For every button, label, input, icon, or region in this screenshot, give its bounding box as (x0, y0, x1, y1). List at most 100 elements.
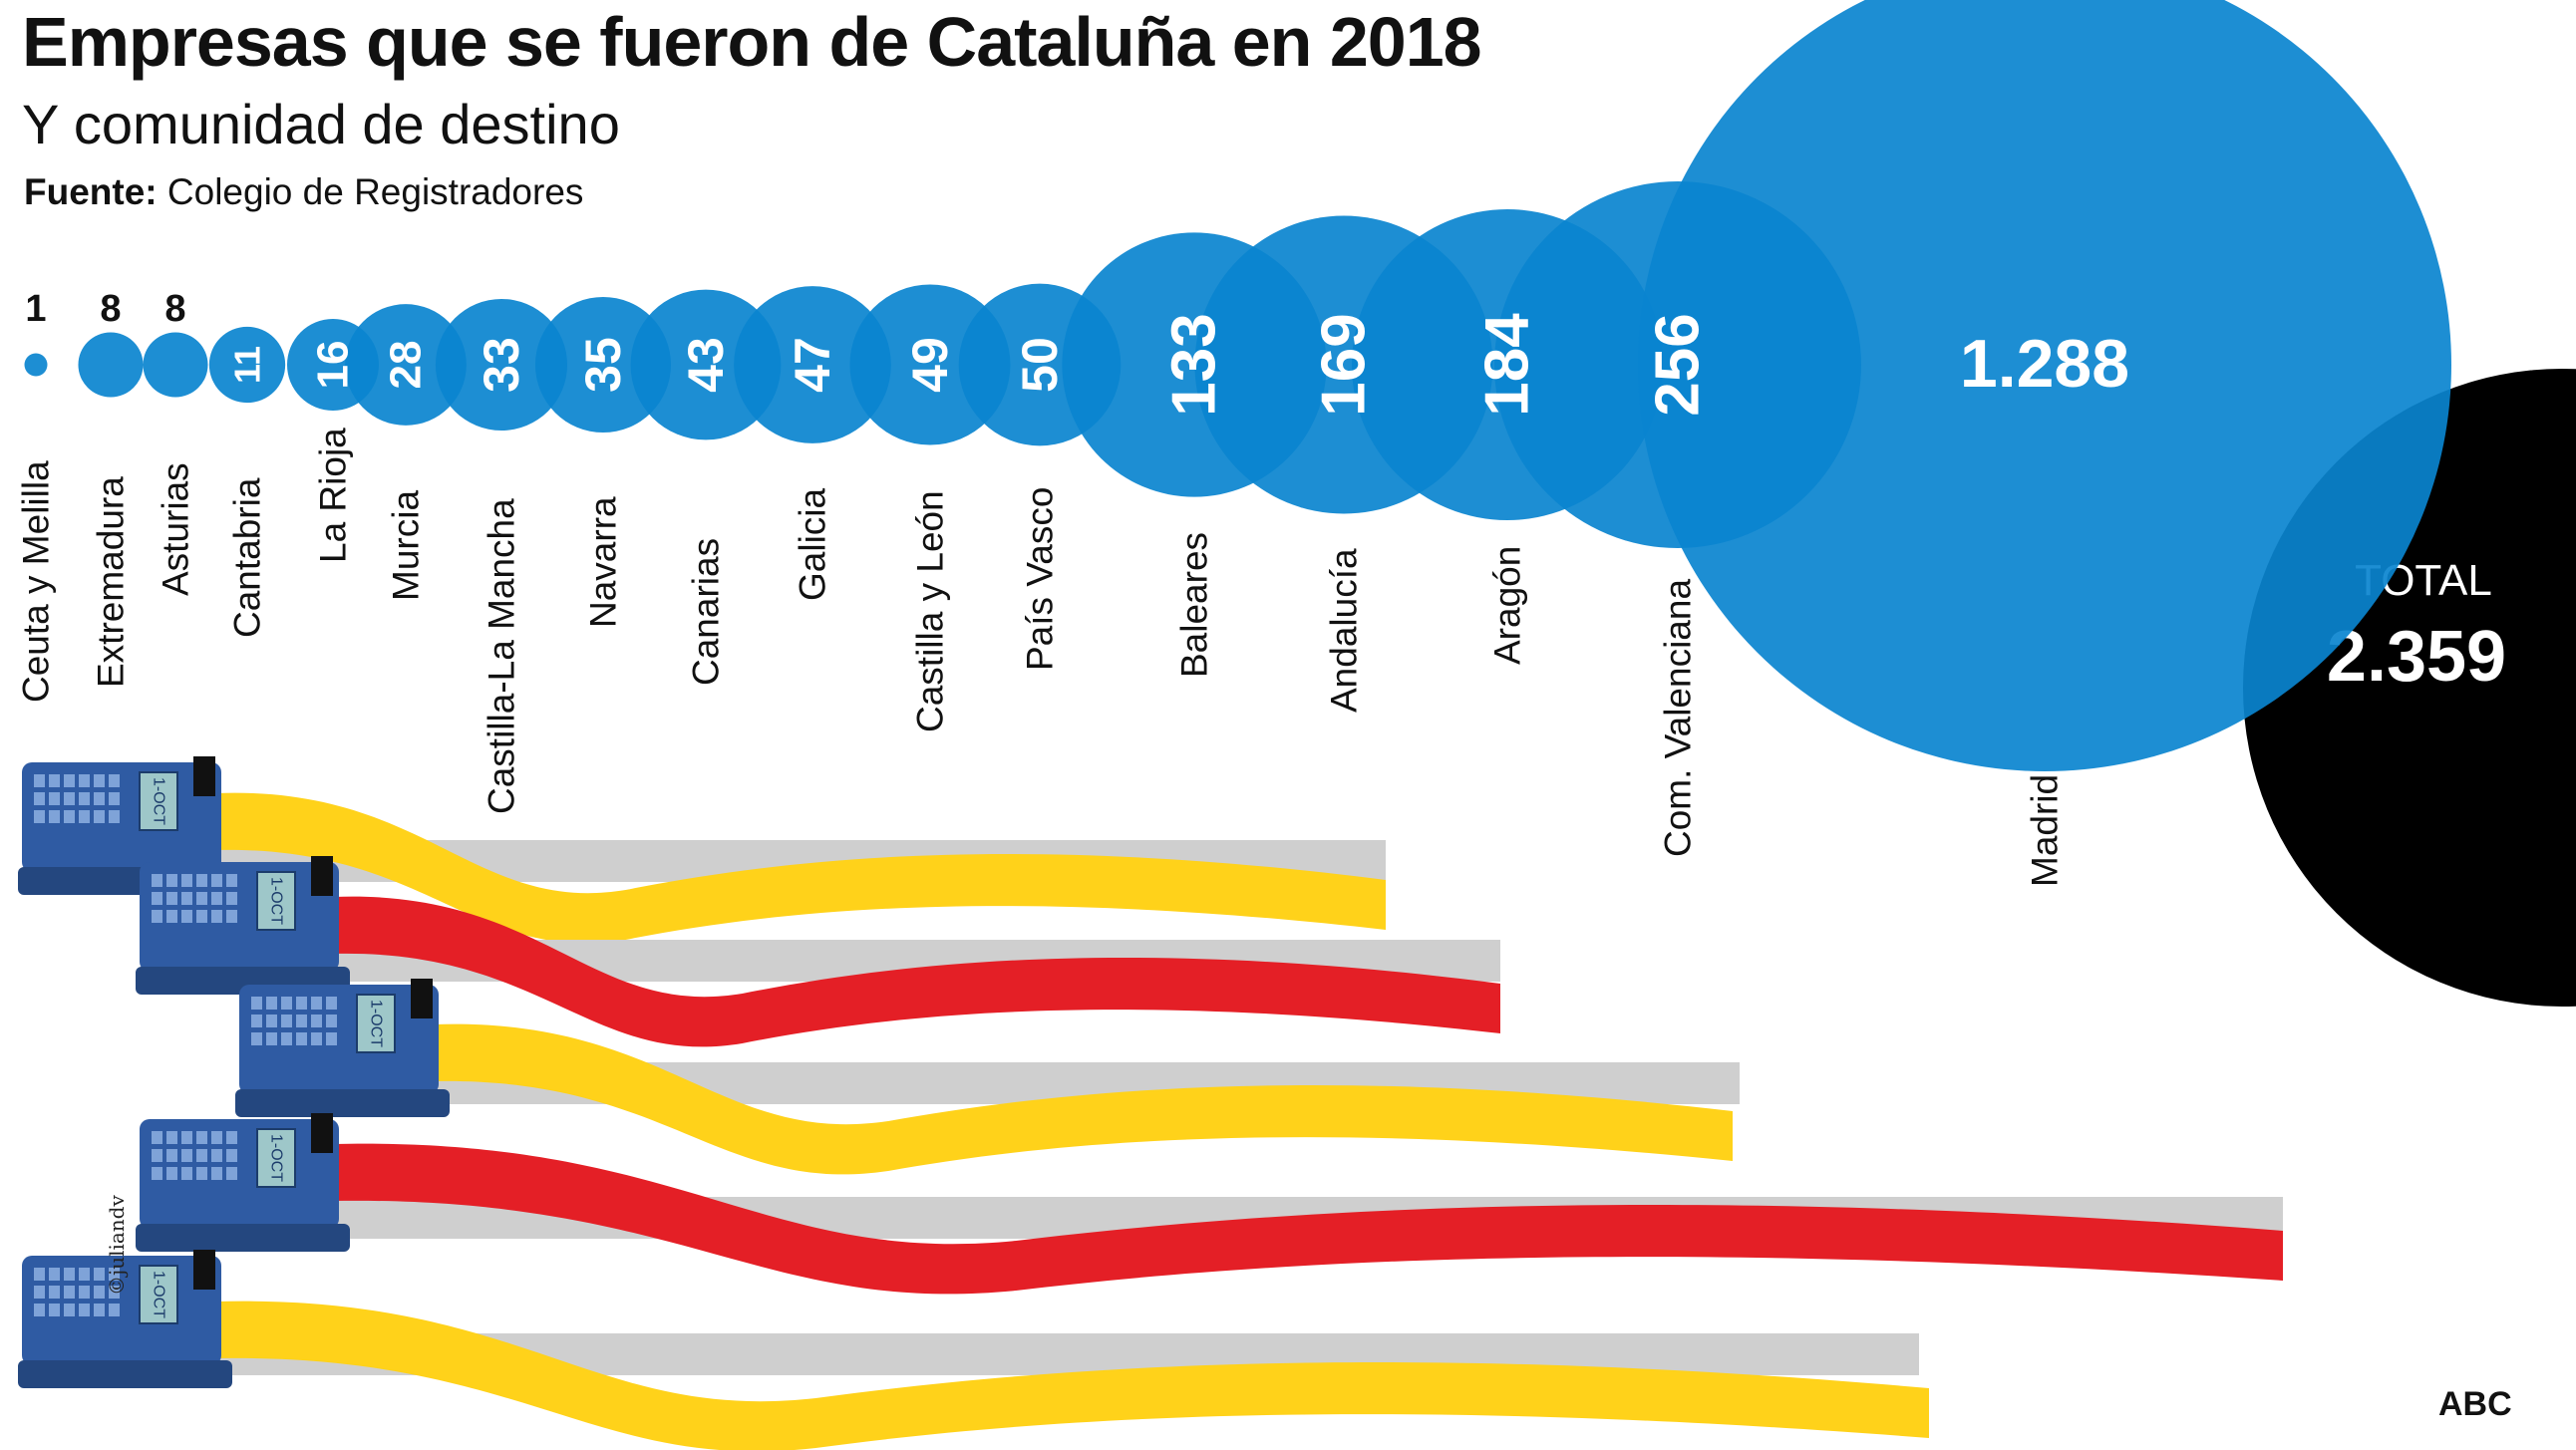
keypad-key (211, 1131, 222, 1144)
keypad-key (226, 910, 237, 923)
keypad-key (326, 997, 337, 1010)
category-label: Murcia (386, 490, 427, 601)
keypad-key (49, 1268, 60, 1281)
machine-screen (139, 771, 178, 831)
bubble-value-label: 169 (1310, 313, 1379, 416)
keypad-key (311, 1015, 322, 1027)
keypad-key (296, 997, 307, 1010)
keypad-key (34, 774, 45, 787)
keypad-key (196, 1167, 207, 1180)
bubble-value-label: 1.288 (1960, 326, 2129, 402)
keypad-key (94, 774, 105, 787)
keypad-key (181, 910, 192, 923)
keypad-key (211, 910, 222, 923)
bubble-value-label: 33 (474, 337, 529, 393)
category-label: Ceuta y Melilla (16, 460, 57, 703)
ballot-machine-base (136, 1224, 350, 1252)
bubble-value-label: 8 (164, 288, 185, 330)
bubble-canarias (630, 289, 782, 440)
keypad-key (94, 1286, 105, 1299)
keypad-key (251, 1032, 262, 1045)
bubble-asturias (143, 332, 208, 398)
keypad-key (226, 1167, 237, 1180)
keypad-key (326, 1032, 337, 1045)
keypad-key (109, 810, 120, 823)
category-label: Galicia (793, 487, 833, 601)
category-label: Asturias (156, 462, 196, 596)
chart-title: Empresas que se fueron de Cataluña en 20… (22, 3, 1482, 81)
keypad-key (64, 1268, 75, 1281)
category-label: Extremadura (91, 476, 132, 688)
bubble-extremadura (78, 332, 144, 398)
bubble-ceuta-y-melilla (24, 353, 48, 377)
keypad-key (34, 1286, 45, 1299)
bubble-value-label: 133 (1160, 313, 1229, 416)
machine-screen-text: 1-OCT (151, 777, 167, 825)
illustration-credit: ©juliandv (105, 1195, 129, 1296)
category-label: Aragón (1487, 546, 1528, 665)
bubble-value-label: 184 (1473, 313, 1542, 417)
category-label: Canarias (686, 538, 727, 686)
source-label: Fuente: (24, 171, 158, 212)
keypad-key (181, 874, 192, 887)
keypad-key (94, 1268, 105, 1281)
keypad-key (152, 874, 162, 887)
ribbon (334, 896, 1500, 1047)
keypad-key (251, 997, 262, 1010)
keypad-key (94, 792, 105, 805)
category-label: Baleares (1174, 532, 1215, 678)
bubble-value-label: 28 (382, 341, 431, 390)
ribbon (216, 792, 1386, 944)
keypad-key (79, 792, 90, 805)
keypad-key (226, 892, 237, 905)
keypad-key (49, 810, 60, 823)
bubble-galicia (734, 286, 891, 443)
keypad-key (152, 910, 162, 923)
keypad-key (152, 892, 162, 905)
ribbon (216, 1301, 1929, 1450)
category-label: Cantabria (227, 477, 268, 638)
keypad-key (79, 774, 90, 787)
keypad-key (296, 1032, 307, 1045)
category-label: Castilla y León (910, 490, 951, 732)
bubble-value-label: 8 (100, 288, 121, 330)
total-value: 2.359 (2327, 617, 2506, 697)
bubble-value-label: 1 (25, 288, 46, 330)
keypad-key (34, 1268, 45, 1281)
source-line: Fuente: Colegio de Registradores (24, 171, 583, 213)
source-text: Colegio de Registradores (166, 171, 584, 212)
keypad-key (34, 792, 45, 805)
keypad-key (152, 1167, 162, 1180)
machine-screen-text: 1-OCT (151, 1271, 167, 1318)
keypad-key (211, 1167, 222, 1180)
illustration-group: 1-OCT 1-OCT 1-OCT 1-OCT 1-OCT (18, 756, 2283, 1450)
keypad-key (166, 874, 177, 887)
keypad-key (34, 1304, 45, 1316)
bubble-value-label: 256 (1644, 313, 1713, 416)
machine-screen (356, 994, 396, 1053)
publisher-brand: ABC (2438, 1385, 2512, 1423)
keypad-key (281, 997, 292, 1010)
keypad-key (79, 1286, 90, 1299)
keypad-key (196, 910, 207, 923)
keypad-key (296, 1015, 307, 1027)
keypad-key (251, 1015, 262, 1027)
machine-screen-text: 1-OCT (268, 1134, 285, 1182)
bubble-value-label: 47 (785, 337, 840, 393)
ribbon-slot (311, 856, 333, 896)
bubble-murcia (345, 304, 467, 426)
bubble-value-label: 16 (309, 341, 358, 390)
keypad-key (34, 810, 45, 823)
keypad-key (64, 774, 75, 787)
ribbon (334, 1143, 2283, 1295)
keypad-key (311, 1032, 322, 1045)
machine-screen (139, 1265, 178, 1324)
keypad-key (266, 1015, 277, 1027)
keypad-key (79, 1304, 90, 1316)
keypad-key (211, 892, 222, 905)
keypad-key (94, 1304, 105, 1316)
keypad-key (166, 1149, 177, 1162)
bubble-value-label: 50 (1012, 337, 1068, 393)
keypad-key (226, 1149, 237, 1162)
